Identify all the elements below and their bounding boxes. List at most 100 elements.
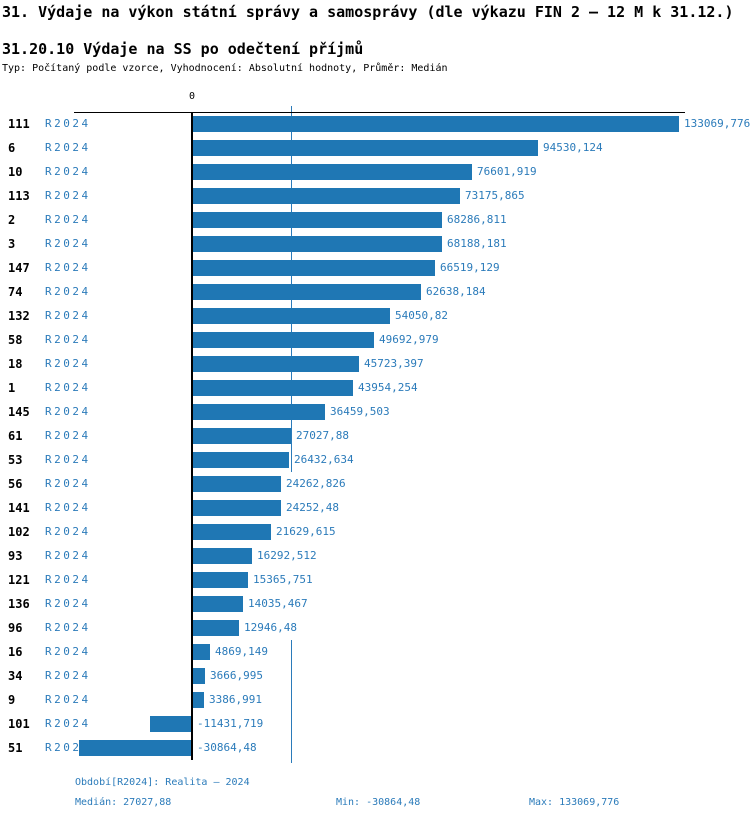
bar <box>192 404 325 420</box>
chart-row: 96 R2024 12946,48 <box>0 616 750 640</box>
row-id-label: 1 <box>8 381 16 395</box>
bar-value-label: 27027,88 <box>296 424 349 448</box>
row-id-label: 136 <box>8 597 30 611</box>
row-id-label: 9 <box>8 693 16 707</box>
bar-value-label: 54050,82 <box>395 304 448 328</box>
chart-row: 34 R2024 3666,995 <box>0 664 750 688</box>
bar-value-label: 49692,979 <box>379 328 439 352</box>
chart-row: 9 R2024 3386,991 <box>0 688 750 712</box>
row-id-label: 10 <box>8 165 23 179</box>
row-id-label: 16 <box>8 645 23 659</box>
median-line <box>291 106 292 763</box>
chart-row: 102 R2024 21629,615 <box>0 520 750 544</box>
row-id-label: 147 <box>8 261 30 275</box>
footer-min: Min: -30864,48 <box>336 797 421 808</box>
bar-value-label: 4869,149 <box>215 640 268 664</box>
row-id-label: 113 <box>8 189 30 203</box>
row-id-label: 132 <box>8 309 30 323</box>
chart-title: 31. Výdaje na výkon státní správy a samo… <box>2 3 734 21</box>
chart-row: 58 R2024 49692,979 <box>0 328 750 352</box>
bar-value-label: 14035,467 <box>248 592 308 616</box>
row-period-label: R2024 <box>45 477 91 490</box>
axis-zero-label: 0 <box>188 91 196 102</box>
bar <box>192 140 538 156</box>
chart-row: 1 R2024 43954,254 <box>0 376 750 400</box>
row-id-label: 51 <box>8 741 23 755</box>
row-id-label: 141 <box>8 501 30 515</box>
row-period-label: R2024 <box>45 741 91 754</box>
chart-row: 2 R2024 68286,811 <box>0 208 750 232</box>
bar <box>192 548 252 564</box>
bar-value-label: -11431,719 <box>197 712 264 736</box>
chart-row: 101 R2024 -11431,719 <box>0 712 750 736</box>
row-id-label: 74 <box>8 285 23 299</box>
row-period-label: R2024 <box>45 141 91 154</box>
row-id-label: 6 <box>8 141 16 155</box>
bar-value-label: 76601,919 <box>477 160 537 184</box>
bar <box>150 716 192 732</box>
bar <box>192 356 359 372</box>
chart-row: 53 R2024 26432,634 <box>0 448 750 472</box>
bar <box>192 212 442 228</box>
bar <box>192 500 281 516</box>
chart-row: 74 R2024 62638,184 <box>0 280 750 304</box>
chart-row: 3 R2024 68188,181 <box>0 232 750 256</box>
chart-row: 6 R2024 94530,124 <box>0 136 750 160</box>
bar <box>192 236 442 252</box>
chart-row: 121 R2024 15365,751 <box>0 568 750 592</box>
chart-row: 136 R2024 14035,467 <box>0 592 750 616</box>
row-period-label: R2024 <box>45 189 91 202</box>
bar-value-label: 24262,826 <box>286 472 346 496</box>
bar-value-label: 73175,865 <box>465 184 525 208</box>
row-period-label: R2024 <box>45 357 91 370</box>
bar <box>192 620 239 636</box>
row-period-label: R2024 <box>45 525 91 538</box>
row-id-label: 121 <box>8 573 30 587</box>
row-id-label: 18 <box>8 357 23 371</box>
bar-value-label: 12946,48 <box>244 616 297 640</box>
bar <box>192 332 374 348</box>
row-period-label: R2024 <box>45 717 91 730</box>
bar-value-label: 45723,397 <box>364 352 424 376</box>
bar <box>192 428 291 444</box>
bar <box>192 284 421 300</box>
chart-row: 51 R2024 -30864,48 <box>0 736 750 760</box>
row-period-label: R2024 <box>45 621 91 634</box>
bar-value-label: 36459,503 <box>330 400 390 424</box>
bar <box>192 260 435 276</box>
row-id-label: 145 <box>8 405 30 419</box>
footer-max: Max: 133069,776 <box>529 797 620 808</box>
row-period-label: R2024 <box>45 597 91 610</box>
bar <box>192 308 390 324</box>
row-id-label: 102 <box>8 525 30 539</box>
chart-meta: Typ: Počítaný podle vzorce, Vyhodnocení:… <box>2 63 448 74</box>
row-period-label: R2024 <box>45 669 91 682</box>
row-id-label: 96 <box>8 621 23 635</box>
row-period-label: R2024 <box>45 549 91 562</box>
bar <box>192 116 679 132</box>
bar <box>192 380 353 396</box>
bar-value-label: 16292,512 <box>257 544 317 568</box>
bar <box>192 524 271 540</box>
row-id-label: 101 <box>8 717 30 731</box>
bar-value-label: 68188,181 <box>447 232 507 256</box>
bar <box>192 476 281 492</box>
row-id-label: 111 <box>8 117 30 131</box>
bar-value-label: 3666,995 <box>210 664 263 688</box>
row-period-label: R2024 <box>45 573 91 586</box>
row-id-label: 93 <box>8 549 23 563</box>
row-period-label: R2024 <box>45 117 91 130</box>
chart-row: 145 R2024 36459,503 <box>0 400 750 424</box>
row-id-label: 2 <box>8 213 16 227</box>
footer-period: Období[R2024]: Realita – 2024 <box>75 777 250 788</box>
row-id-label: 3 <box>8 237 16 251</box>
bar-value-label: 43954,254 <box>358 376 418 400</box>
chart-row: 18 R2024 45723,397 <box>0 352 750 376</box>
row-period-label: R2024 <box>45 237 91 250</box>
row-id-label: 56 <box>8 477 23 491</box>
chart-row: 132 R2024 54050,82 <box>0 304 750 328</box>
row-period-label: R2024 <box>45 693 91 706</box>
bar <box>192 164 472 180</box>
bar-value-label: 66519,129 <box>440 256 500 280</box>
bar <box>192 452 289 468</box>
